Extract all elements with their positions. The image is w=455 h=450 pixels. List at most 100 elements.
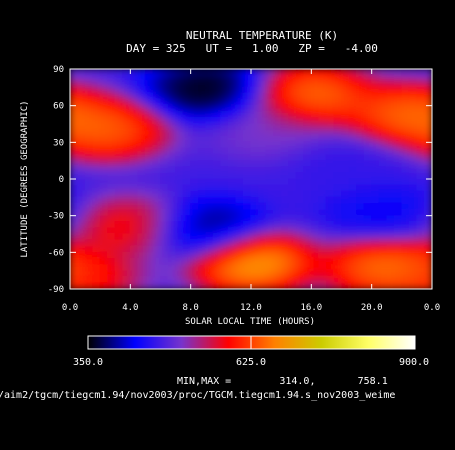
heatmap-cell bbox=[348, 282, 358, 289]
heatmap-cell bbox=[160, 147, 169, 156]
heatmap-cell bbox=[107, 215, 116, 223]
heatmap-cell bbox=[341, 233, 350, 241]
heatmap-cell bbox=[205, 270, 214, 278]
heatmap-cell bbox=[152, 190, 161, 198]
heatmap-cell bbox=[122, 184, 131, 192]
heatmap-cell bbox=[265, 245, 275, 253]
heatmap-cell bbox=[288, 99, 297, 107]
heatmap-cell bbox=[371, 129, 380, 137]
heatmap-cell bbox=[280, 184, 290, 192]
heatmap-cell bbox=[386, 190, 395, 198]
heatmap-cell bbox=[408, 111, 418, 119]
heatmap-cell bbox=[371, 282, 380, 289]
heatmap-cell bbox=[122, 117, 131, 125]
heatmap-cell bbox=[167, 99, 177, 107]
heatmap-cell bbox=[273, 92, 282, 101]
heatmap-cell bbox=[144, 141, 154, 149]
heatmap-cell bbox=[122, 141, 131, 149]
heatmap-cell bbox=[235, 111, 244, 119]
heatmap-cell bbox=[70, 92, 79, 101]
heatmap-cell bbox=[310, 190, 320, 198]
heatmap-cell bbox=[137, 117, 146, 125]
heatmap-cell bbox=[70, 69, 79, 76]
heatmap-cell bbox=[99, 123, 109, 131]
heatmap-cell bbox=[303, 190, 312, 198]
heatmap-cell bbox=[265, 221, 275, 229]
heatmap-cell bbox=[386, 245, 395, 253]
heatmap-cell bbox=[288, 111, 297, 119]
heatmap-cell bbox=[92, 270, 101, 278]
heatmap-cell bbox=[258, 184, 267, 192]
heatmap-cell bbox=[129, 251, 139, 259]
heatmap-cell bbox=[167, 178, 177, 186]
heatmap-cell bbox=[122, 80, 131, 88]
heatmap-cell bbox=[356, 99, 365, 107]
heatmap-cell bbox=[371, 221, 380, 229]
heatmap-cell bbox=[129, 257, 139, 266]
heatmap-cell bbox=[393, 111, 403, 119]
heatmap-cell bbox=[258, 196, 267, 204]
heatmap-cell bbox=[280, 74, 290, 82]
heatmap-cell bbox=[416, 172, 425, 180]
heatmap-cell bbox=[408, 264, 418, 272]
heatmap-cell bbox=[122, 209, 131, 217]
heatmap-cell bbox=[416, 215, 425, 223]
heatmap-cell bbox=[393, 117, 403, 125]
heatmap-cell bbox=[423, 92, 432, 101]
heatmap-cell bbox=[167, 86, 177, 94]
heatmap-cell bbox=[303, 135, 312, 143]
heatmap-cell bbox=[129, 196, 139, 204]
heatmap-cell bbox=[235, 80, 244, 88]
heatmap-cell bbox=[265, 215, 275, 223]
heatmap-cell bbox=[197, 74, 207, 82]
heatmap-cell bbox=[227, 239, 237, 247]
heatmap-cell bbox=[152, 99, 161, 107]
heatmap-cell bbox=[235, 123, 244, 131]
heatmap-cell bbox=[205, 105, 214, 113]
heatmap-cell bbox=[84, 129, 94, 137]
heatmap-cell bbox=[122, 245, 131, 253]
heatmap-cell bbox=[235, 99, 244, 107]
heatmap-cell bbox=[235, 129, 244, 137]
heatmap-cell bbox=[280, 141, 290, 149]
heatmap-cell bbox=[401, 69, 410, 76]
heatmap-cell bbox=[77, 264, 86, 272]
heatmap-cell bbox=[303, 129, 312, 137]
heatmap-cell bbox=[144, 276, 154, 284]
heatmap-cell bbox=[152, 257, 161, 266]
heatmap-cell bbox=[160, 196, 169, 204]
heatmap-cell bbox=[386, 227, 395, 235]
heatmap-cell bbox=[190, 190, 199, 198]
heatmap-cell bbox=[107, 160, 116, 168]
heatmap-cell bbox=[212, 270, 222, 278]
heatmap-cell bbox=[235, 264, 244, 272]
heatmap-cell bbox=[325, 190, 335, 198]
heatmap-cell bbox=[235, 160, 244, 168]
heatmap-cell bbox=[84, 196, 94, 204]
heatmap-cell bbox=[341, 178, 350, 186]
heatmap-cell bbox=[227, 92, 237, 101]
heatmap-cell bbox=[310, 154, 320, 162]
heatmap-cell bbox=[386, 282, 395, 289]
heatmap-cell bbox=[333, 160, 342, 168]
heatmap-cell bbox=[318, 251, 327, 259]
heatmap-cell bbox=[220, 221, 229, 229]
heatmap-cell bbox=[77, 129, 86, 137]
heatmap-cell bbox=[220, 184, 229, 192]
heatmap-cell bbox=[205, 264, 214, 272]
heatmap-cell bbox=[235, 282, 244, 289]
heatmap-cell bbox=[137, 190, 146, 198]
heatmap-cell bbox=[144, 123, 154, 131]
heatmap-cell bbox=[220, 282, 229, 289]
heatmap-cell bbox=[212, 209, 222, 217]
heatmap-cell bbox=[235, 257, 244, 266]
heatmap-cell bbox=[182, 160, 192, 168]
heatmap-cell bbox=[250, 270, 260, 278]
heatmap-cell bbox=[258, 141, 267, 149]
heatmap-cell bbox=[341, 202, 350, 211]
heatmap-cell bbox=[137, 147, 146, 156]
heatmap-cell bbox=[348, 154, 358, 162]
x-tick-label: 4.0 bbox=[122, 303, 138, 313]
heatmap-cell bbox=[92, 141, 101, 149]
heatmap-cell bbox=[114, 257, 124, 266]
